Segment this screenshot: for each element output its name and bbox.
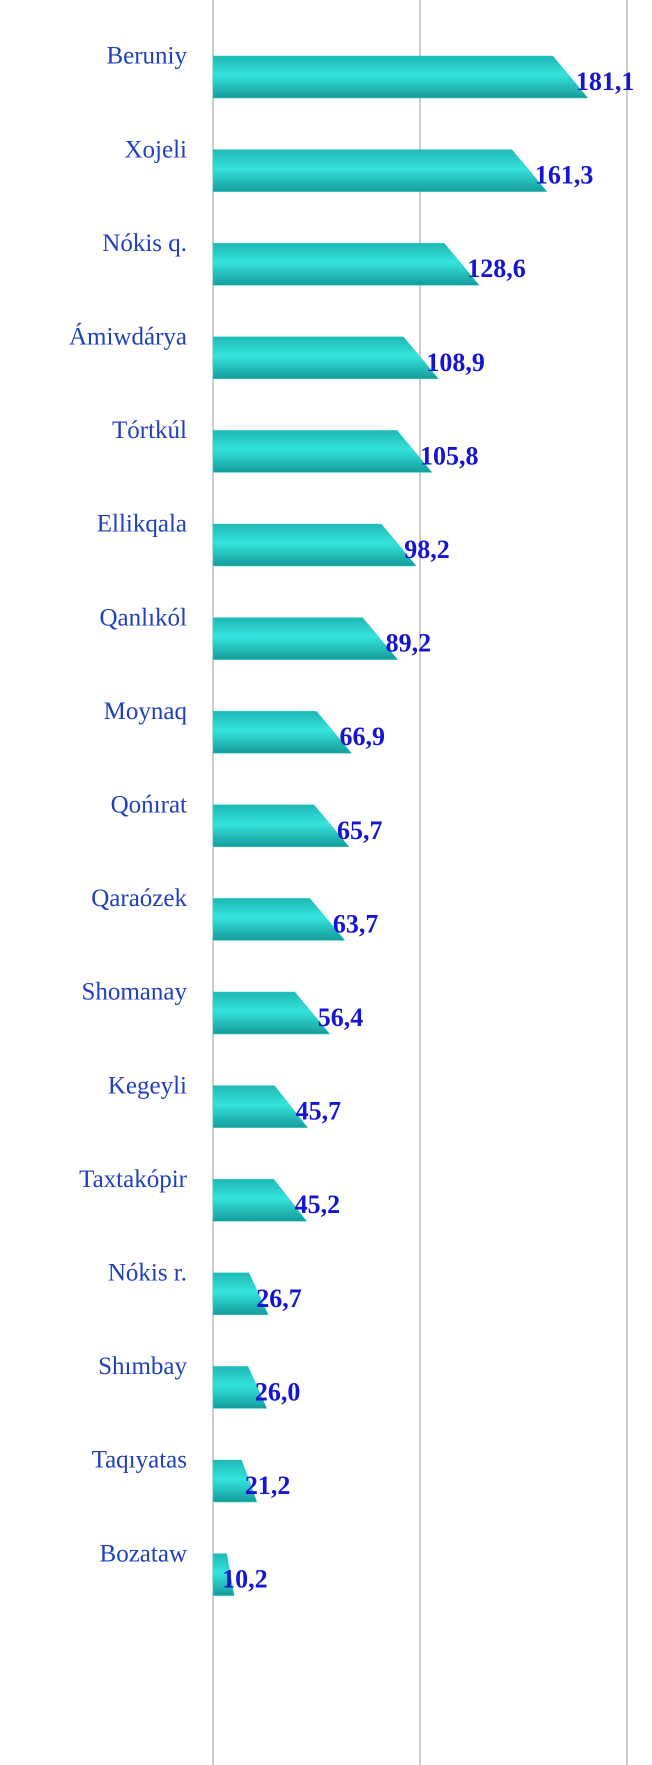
category-label: Nókis q.: [102, 230, 187, 257]
bar: [212, 149, 548, 192]
bar: [212, 55, 589, 99]
value-label: 105,8: [420, 441, 479, 470]
value-label: 45,7: [296, 1097, 342, 1126]
value-label: 89,2: [386, 629, 432, 658]
bar: [212, 430, 433, 473]
bar: [212, 523, 417, 567]
value-label: 63,7: [333, 909, 379, 938]
bar: [212, 617, 399, 660]
category-label: Qanlıkól: [100, 604, 188, 631]
category-label: Shımbay: [98, 1353, 187, 1380]
bar: [212, 1366, 268, 1409]
value-label: 66,9: [339, 722, 385, 751]
category-label: Ámiwdárya: [69, 323, 187, 351]
category-label: Taxtakópir: [79, 1166, 188, 1193]
bar: [212, 1085, 309, 1128]
category-label: Kegeyli: [108, 1072, 187, 1099]
bar: [212, 710, 353, 754]
value-label: 128,6: [467, 254, 526, 283]
value-label: 161,3: [535, 161, 594, 190]
category-label: Moynaq: [104, 698, 188, 725]
value-label: 10,2: [222, 1565, 268, 1594]
category-label: Shomanay: [81, 979, 187, 1006]
category-label: Bozataw: [100, 1540, 187, 1567]
category-label: Qaraózek: [91, 885, 187, 912]
category-label: Nókis r.: [108, 1260, 187, 1287]
bar: [212, 1272, 269, 1316]
bar: [212, 898, 346, 941]
bar: [212, 1553, 235, 1596]
bar: [212, 804, 350, 848]
bar: [212, 336, 439, 380]
value-label: 108,9: [426, 348, 485, 377]
category-label: Tórtkúl: [112, 417, 187, 444]
category-label: Ellikqala: [97, 511, 187, 538]
value-label: 21,2: [245, 1471, 291, 1500]
value-label: 181,1: [576, 67, 635, 96]
value-label: 56,4: [318, 1003, 364, 1032]
bar: [212, 1459, 258, 1503]
category-label: Beruniy: [106, 43, 187, 70]
bar: [212, 242, 480, 286]
category-label: Qońırat: [111, 792, 187, 819]
value-label: 45,2: [295, 1190, 341, 1219]
category-label: Taqıyatas: [92, 1447, 187, 1474]
bar: [212, 991, 331, 1035]
value-label: 26,0: [255, 1377, 301, 1406]
bar: [212, 1178, 308, 1222]
value-label: 26,7: [256, 1284, 302, 1313]
category-label: Xojeli: [125, 136, 188, 163]
value-label: 65,7: [337, 816, 383, 845]
value-label: 98,2: [404, 535, 450, 564]
